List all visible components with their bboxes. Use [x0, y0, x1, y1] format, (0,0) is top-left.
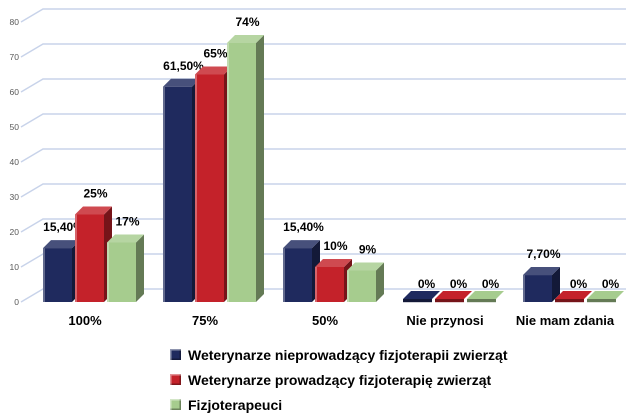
legend-label: Weterynarze nieprowadzący fizjoterapii z…: [188, 346, 508, 363]
data-label: 25%: [83, 187, 107, 201]
bar-segment: [256, 35, 264, 302]
category-axis-label: 75%: [192, 313, 218, 328]
gridline: [20, 218, 626, 233]
bar-segment: [283, 248, 312, 302]
legend-item-2: Fizjoterapeuci: [170, 397, 508, 412]
bar-segment: [347, 270, 376, 302]
chart-plot-area: 0 10 20 30 40 50 60 70 80 15,40% 25% 17% 100% 61,50%6…: [10, 8, 626, 328]
legend-swatch-icon: [170, 399, 181, 410]
data-label: 7,70%: [526, 247, 560, 261]
legend-item-1: Weterynarze prowadzący fizjoterapię zwie…: [170, 372, 508, 387]
category-axis-label: 50%: [312, 313, 338, 328]
y-axis-tick-label: 20: [10, 227, 20, 237]
legend-swatch-icon: [170, 374, 181, 385]
bar-segment: [552, 267, 560, 302]
bar-segment: [467, 291, 504, 299]
chart-legend: Weterynarze nieprowadzący fizjoterapii z…: [170, 347, 508, 416]
category-axis-label: 100%: [68, 313, 102, 328]
bar-segment: [523, 275, 525, 302]
data-label: 65%: [203, 47, 227, 61]
gridline: [20, 148, 626, 163]
gridline: [20, 8, 626, 23]
bar-segment: [587, 299, 616, 303]
bar-segment: [467, 299, 496, 303]
legend-label: Weterynarze prowadzący fizjoterapię zwie…: [188, 371, 492, 388]
bar-segment: [587, 291, 624, 299]
y-axis-tick-label: 70: [10, 52, 20, 62]
bar-segment: [43, 240, 80, 249]
y-axis-tick-label: 10: [10, 262, 20, 272]
bar-segment: [107, 242, 109, 302]
gridline: [20, 78, 626, 93]
gridline: [20, 43, 626, 58]
bar-segment: [43, 248, 72, 302]
data-label: 15,40%: [43, 220, 84, 234]
bar-segment: [195, 74, 197, 302]
bar-segment: [163, 78, 200, 87]
y-axis-tick-label: 80: [10, 17, 20, 27]
bar-segment: [136, 234, 144, 302]
bar-segment: [107, 234, 144, 243]
data-label: 0%: [602, 277, 620, 291]
bar-segment: [523, 275, 552, 302]
bar-segment: [283, 248, 285, 302]
data-label: 74%: [235, 15, 259, 29]
data-label: 10%: [323, 239, 347, 253]
legend-item-0: Weterynarze nieprowadzący fizjoterapii z…: [170, 347, 508, 362]
bar-segment: [195, 66, 232, 75]
data-label: 15,40%: [283, 220, 324, 234]
data-label: 0%: [482, 277, 500, 291]
bar-segment: [376, 262, 384, 302]
bar-segment: [523, 267, 560, 276]
bar-segment: [227, 43, 229, 302]
bar-segment: [195, 74, 224, 302]
y-axis-tick-label: 0: [14, 297, 19, 307]
bar-segment: [75, 214, 77, 302]
bar-segment: [315, 267, 344, 302]
bar-segment: [163, 86, 192, 302]
bar-segment: [435, 299, 464, 303]
bar-segment: [315, 259, 352, 267]
bar-segment: [403, 291, 440, 299]
bar-segment: [347, 270, 349, 302]
bar-segment: [283, 240, 320, 249]
bar-segment: [347, 262, 384, 271]
gridline: [20, 113, 626, 128]
bar-segment: [163, 86, 165, 302]
bar-segment: [227, 35, 264, 43]
y-axis-tick-label: 40: [10, 157, 20, 167]
data-label: 61,50%: [163, 59, 204, 73]
bar-segment: [227, 43, 256, 302]
category-axis-label: Nie mam zdania: [516, 313, 615, 328]
gridline: [20, 183, 626, 198]
bar-segment: [403, 299, 432, 303]
bar-segment: [75, 206, 112, 215]
data-label: 0%: [418, 277, 436, 291]
data-label: 17%: [115, 215, 139, 229]
category-axis-label: Nie przynosi: [406, 313, 483, 328]
bar-segment: [75, 214, 104, 302]
data-label: 9%: [359, 243, 377, 257]
legend-swatch-icon: [170, 349, 181, 360]
data-label: 0%: [450, 277, 468, 291]
bar-segment: [555, 299, 584, 303]
legend-label: Fizjoterapeuci: [188, 396, 283, 413]
bar-segment: [555, 291, 592, 299]
bar-segment: [43, 248, 45, 302]
bar-segment: [435, 291, 472, 299]
y-axis-tick-label: 60: [10, 87, 20, 97]
y-axis-tick-label: 30: [10, 192, 20, 202]
y-axis-tick-label: 50: [10, 122, 20, 132]
bar-segment: [315, 267, 317, 302]
data-label: 0%: [570, 277, 588, 291]
bar-segment: [107, 242, 136, 302]
